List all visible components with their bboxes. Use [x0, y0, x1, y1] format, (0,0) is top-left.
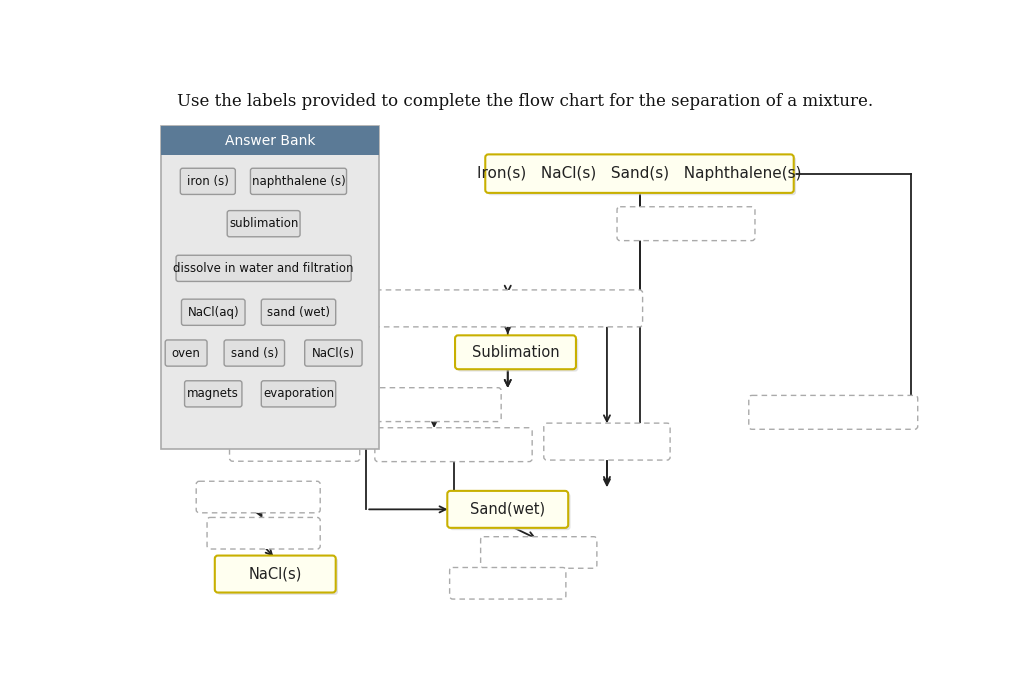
FancyBboxPatch shape	[450, 493, 570, 530]
Text: Use the labels provided to complete the flow chart for the separation of a mixtu: Use the labels provided to complete the …	[177, 93, 872, 110]
FancyBboxPatch shape	[450, 567, 566, 599]
FancyBboxPatch shape	[485, 154, 794, 193]
FancyBboxPatch shape	[544, 423, 670, 460]
FancyBboxPatch shape	[161, 126, 379, 155]
FancyBboxPatch shape	[480, 537, 597, 568]
FancyBboxPatch shape	[749, 395, 918, 429]
Text: sand (s): sand (s)	[230, 347, 279, 359]
Text: sand (wet): sand (wet)	[267, 306, 330, 319]
Text: Answer Bank: Answer Bank	[224, 133, 315, 148]
Text: oven: oven	[172, 347, 201, 359]
FancyBboxPatch shape	[184, 380, 242, 407]
FancyBboxPatch shape	[161, 126, 379, 450]
FancyBboxPatch shape	[197, 481, 321, 512]
FancyBboxPatch shape	[458, 338, 579, 372]
FancyBboxPatch shape	[181, 299, 245, 326]
Text: iron (s): iron (s)	[187, 175, 228, 188]
Text: Sand(wet): Sand(wet)	[470, 502, 546, 517]
Text: NaCl(s): NaCl(s)	[312, 347, 355, 359]
FancyBboxPatch shape	[367, 388, 501, 422]
Text: evaporation: evaporation	[263, 387, 334, 400]
FancyBboxPatch shape	[617, 206, 755, 240]
Text: NaCl(aq): NaCl(aq)	[187, 306, 239, 319]
Text: Sublimation: Sublimation	[472, 345, 559, 359]
FancyBboxPatch shape	[455, 335, 575, 369]
Text: Iron(s)   NaCl(s)   Sand(s)   Naphthalene(s): Iron(s) NaCl(s) Sand(s) Naphthalene(s)	[477, 166, 802, 181]
FancyBboxPatch shape	[207, 517, 321, 549]
FancyBboxPatch shape	[487, 156, 796, 195]
FancyBboxPatch shape	[165, 340, 207, 366]
FancyBboxPatch shape	[217, 558, 338, 595]
Text: naphthalene (s): naphthalene (s)	[252, 175, 345, 188]
Text: magnets: magnets	[187, 387, 240, 400]
FancyBboxPatch shape	[180, 169, 236, 194]
Text: NaCl(s): NaCl(s)	[249, 567, 302, 582]
FancyBboxPatch shape	[224, 340, 285, 366]
FancyBboxPatch shape	[221, 393, 345, 424]
FancyBboxPatch shape	[375, 428, 532, 462]
FancyBboxPatch shape	[251, 169, 346, 194]
FancyBboxPatch shape	[215, 556, 336, 592]
FancyBboxPatch shape	[261, 380, 336, 407]
FancyBboxPatch shape	[176, 255, 351, 282]
FancyBboxPatch shape	[261, 299, 336, 326]
FancyBboxPatch shape	[373, 290, 643, 327]
FancyBboxPatch shape	[229, 430, 359, 461]
FancyBboxPatch shape	[227, 211, 300, 237]
FancyBboxPatch shape	[305, 340, 362, 366]
FancyBboxPatch shape	[447, 491, 568, 528]
Text: sublimation: sublimation	[229, 217, 298, 230]
Text: dissolve in water and filtration: dissolve in water and filtration	[173, 262, 354, 275]
